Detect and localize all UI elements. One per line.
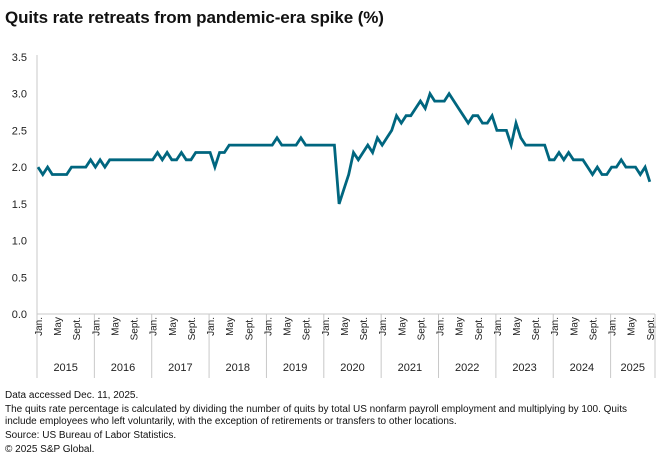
x-tick-label: Sept. xyxy=(531,317,542,340)
year-label: 2020 xyxy=(340,362,364,374)
note-definition: The quits rate percentage is calculated … xyxy=(5,404,627,427)
x-tick-label: Jan. xyxy=(436,317,447,336)
x-tick-label: May xyxy=(283,317,294,336)
x-tick-label: Sept. xyxy=(187,317,198,340)
x-tick-label: Sept. xyxy=(416,317,427,340)
x-tick-label: Jan. xyxy=(91,317,102,336)
x-tick-label: May xyxy=(627,317,638,336)
y-tick-label: 1.5 xyxy=(12,199,27,211)
year-label: 2015 xyxy=(53,362,77,374)
chart-notes: Data accessed Dec. 11, 2025. The quits r… xyxy=(5,390,660,458)
note-copyright: © 2025 S&P Global. xyxy=(5,444,95,455)
x-tick-label: May xyxy=(225,317,236,336)
year-label: 2017 xyxy=(168,362,192,374)
x-tick-label: Jan. xyxy=(321,317,332,336)
x-tick-label: Jan. xyxy=(493,317,504,336)
x-tick-label: May xyxy=(340,317,351,336)
x-tick-label: May xyxy=(455,317,466,336)
y-tick-label: 2.5 xyxy=(12,125,27,137)
x-tick-label: Jan. xyxy=(608,317,619,336)
year-label: 2022 xyxy=(455,362,479,374)
line-chart: 0.0 0.5 1.0 1.5 2.0 2.5 3.0 3.5 Jan. May Sept. 201… xyxy=(12,52,657,378)
y-tick-label: 0.0 xyxy=(12,309,27,321)
x-tick-label: Sept. xyxy=(646,317,657,340)
x-tick-label: Jan. xyxy=(378,317,389,336)
x-tick-label: Sept. xyxy=(130,317,141,340)
year-label: 2019 xyxy=(283,362,307,374)
x-tick-label: Sept. xyxy=(244,317,255,340)
x-axis: Jan. May Sept. 2015 Jan. May Sept. 2016 Jan. May S… xyxy=(34,313,657,378)
y-axis: 0.0 0.5 1.0 1.5 2.0 2.5 3.0 3.5 xyxy=(12,52,38,321)
x-tick-label: May xyxy=(110,317,121,336)
x-tick-label: Jan. xyxy=(550,317,561,336)
x-tick-label: May xyxy=(512,317,523,336)
y-tick-label: 0.5 xyxy=(12,272,27,284)
y-tick-label: 3.5 xyxy=(12,52,27,64)
x-tick-label: Jan. xyxy=(263,317,274,336)
x-tick-label: May xyxy=(397,317,408,336)
y-tick-label: 2.0 xyxy=(12,162,27,174)
note-accessed: Data accessed Dec. 11, 2025. xyxy=(5,390,139,401)
x-tick-label: Sept. xyxy=(302,317,313,340)
year-label: 2016 xyxy=(111,362,135,374)
year-label: 2025 xyxy=(621,362,645,374)
year-label: 2021 xyxy=(398,362,422,374)
year-label: 2018 xyxy=(226,362,250,374)
series-line xyxy=(36,90,652,205)
year-label: 2024 xyxy=(570,362,594,374)
x-tick-label: May xyxy=(53,317,64,336)
y-tick-label: 3.0 xyxy=(12,89,27,101)
x-tick-label: Sept. xyxy=(359,317,370,340)
x-tick-label: May xyxy=(569,317,580,336)
x-tick-label: May xyxy=(168,317,179,336)
series-group xyxy=(36,90,652,205)
x-tick-label: Jan. xyxy=(206,317,217,336)
x-tick-label: Jan. xyxy=(149,317,160,336)
x-tick-label: Jan. xyxy=(34,317,45,336)
year-label: 2023 xyxy=(512,362,536,374)
x-tick-label: Sept. xyxy=(72,317,83,340)
note-source: Source: US Bureau of Labor Statistics. xyxy=(5,430,177,441)
x-tick-label: Sept. xyxy=(474,317,485,340)
chart-title: Quits rate retreats from pandemic-era sp… xyxy=(5,8,384,27)
y-tick-label: 1.0 xyxy=(12,236,27,248)
x-tick-label: Sept. xyxy=(588,317,599,340)
